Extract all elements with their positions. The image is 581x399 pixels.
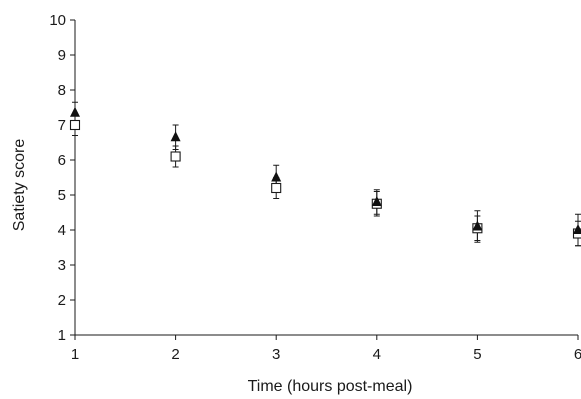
data-point-triangle xyxy=(371,196,382,206)
x-tick-label: 6 xyxy=(574,346,581,363)
y-tick-label: 2 xyxy=(58,292,66,309)
data-point-triangle xyxy=(70,106,80,117)
x-axis-label: Time (hours post-meal) xyxy=(248,378,413,395)
data-points xyxy=(69,101,581,247)
data-point-triangle xyxy=(472,220,483,231)
y-tick-label: 3 xyxy=(58,257,66,274)
x-tick-label: 4 xyxy=(373,346,381,363)
data-point-triangle xyxy=(170,131,181,142)
y-tick-label: 6 xyxy=(58,152,66,169)
y-tick-label: 4 xyxy=(58,222,66,239)
data-point-triangle xyxy=(271,171,282,182)
y-tick-label: 5 xyxy=(58,187,66,204)
data-point-square xyxy=(69,119,81,131)
y-axis-ticks: 1 2 3 4 5 6 7 8 9 10 xyxy=(49,12,75,344)
x-axis-ticks: 1 2 3 4 5 6 xyxy=(71,335,581,363)
data-point-square xyxy=(170,151,181,162)
y-tick-label: 10 xyxy=(49,12,66,29)
y-tick-label: 8 xyxy=(58,82,66,99)
x-tick-label: 3 xyxy=(272,346,280,363)
x-tick-label: 2 xyxy=(171,346,179,363)
data-point-triangle xyxy=(573,224,581,234)
y-tick-label: 1 xyxy=(58,327,66,344)
x-tick-label: 1 xyxy=(71,346,79,363)
axes xyxy=(74,20,578,336)
y-tick-label: 9 xyxy=(58,47,66,64)
x-tick-label: 5 xyxy=(473,346,481,363)
y-tick-label: 7 xyxy=(58,117,66,134)
data-point-square xyxy=(271,182,282,194)
y-axis-label: Satiety score xyxy=(11,139,28,232)
